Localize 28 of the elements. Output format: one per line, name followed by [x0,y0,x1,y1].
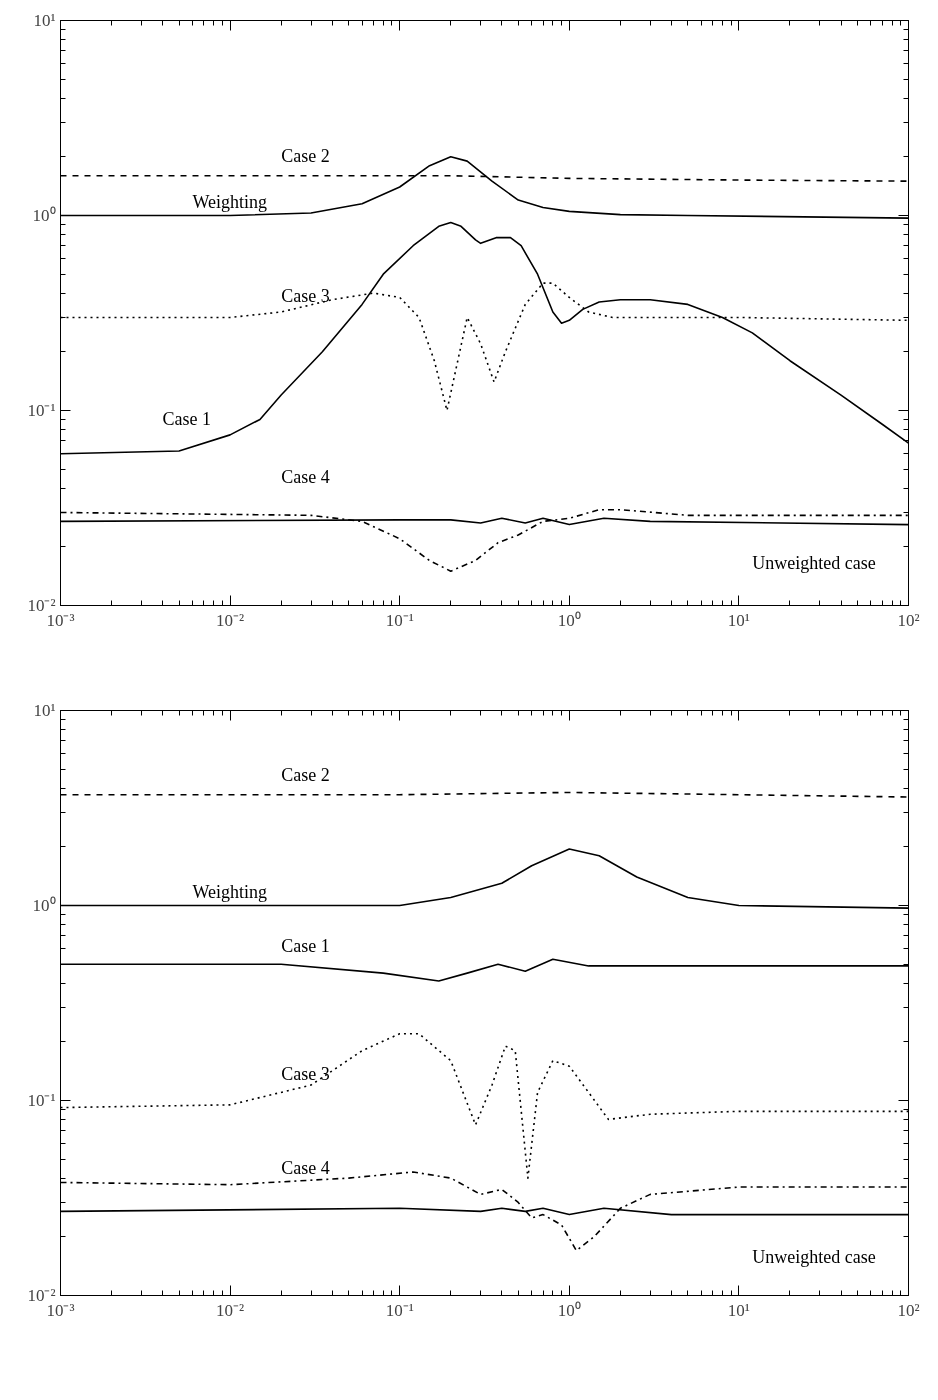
x-tick-label: 10⁰ [557,610,581,630]
x-tick-label: 10⁻¹ [385,1300,414,1320]
series-label: Unweighted case [752,1246,876,1267]
y-tick-label: 10⁻¹ [27,1091,56,1110]
x-tick-label: 10⁻² [216,1300,245,1320]
y-tick-label: 10¹ [33,11,56,30]
y-tick-label: 10⁰ [32,206,56,225]
x-tick-label: 10¹ [727,1300,750,1320]
x-tick-label: 10² [897,1300,920,1320]
series-label: Unweighted case [752,552,876,573]
x-tick-label: 10⁻² [216,610,245,630]
x-tick-label: 10⁻¹ [385,610,414,630]
series-label: Case 1 [281,936,330,957]
series-label: Case 2 [281,145,330,166]
y-tick-label: 10¹ [33,701,56,720]
series-label: Case 4 [281,1157,330,1178]
y-tick-label: 10⁻¹ [27,401,56,420]
series-label: Weighting [192,191,268,212]
y-tick-label: 10⁰ [32,896,56,915]
series-label: Weighting [192,881,268,902]
series-label: Case 1 [162,409,212,430]
series-label: Case 3 [281,286,330,306]
series-label: Case 2 [281,764,330,785]
series-label: Case 4 [281,466,330,487]
x-tick-label: 10¹ [727,610,750,630]
x-tick-label: 10² [897,610,920,630]
x-tick-label: 10⁰ [557,1300,581,1320]
series-label: Case 3 [281,1064,330,1085]
